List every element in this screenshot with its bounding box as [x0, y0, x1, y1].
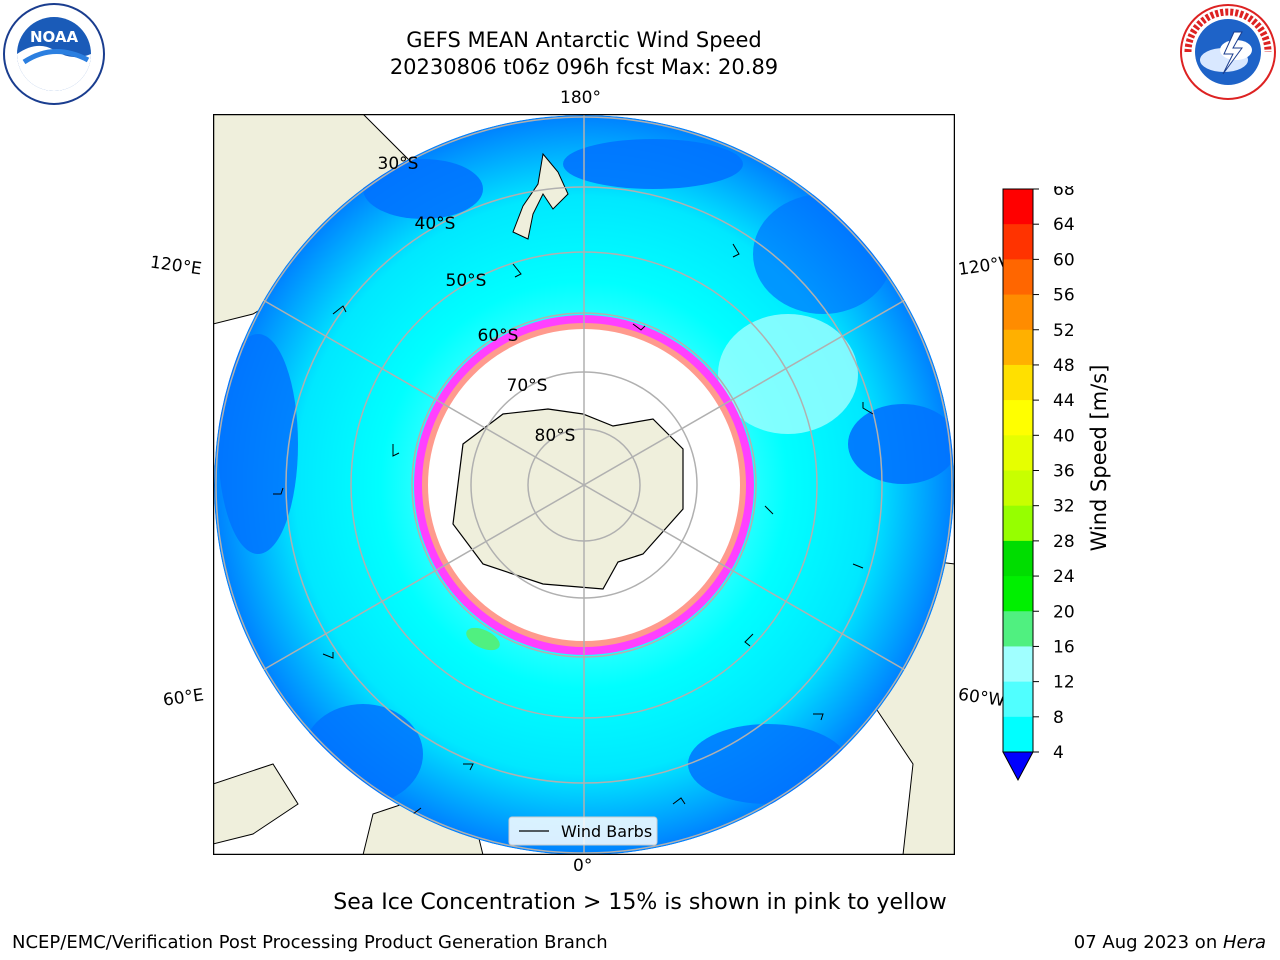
lat-label-80s: 80°S — [535, 426, 576, 446]
colorbar-segment — [1003, 189, 1033, 225]
wind-barbs-legend: Wind Barbs — [508, 816, 658, 846]
colorbar-tick-label: 20 — [1053, 602, 1075, 622]
colorbar-tick-label: 36 — [1053, 462, 1075, 482]
colorbar-segment — [1003, 540, 1033, 577]
colorbar-label: Wind Speed [m/s] — [1087, 365, 1111, 552]
wind-speed-field — [214, 115, 954, 855]
colorbar-tick-label: 40 — [1053, 426, 1075, 446]
colorbar-segment — [1003, 329, 1033, 366]
noaa-logo: NOAA — [3, 3, 105, 105]
colorbar-extend-arrow — [1002, 751, 1034, 782]
footer-date: 07 Aug 2023 on Hera — [1073, 932, 1266, 953]
lat-label-70s: 70°S — [507, 376, 548, 396]
colorbar-segment — [1003, 646, 1033, 683]
colorbar-segment — [1003, 470, 1033, 507]
colorbar-segment — [1003, 400, 1033, 436]
lon-label-60e: 60°E — [161, 685, 206, 711]
colorbar-tick-label: 52 — [1053, 321, 1075, 341]
colorbar: 68 64 60 56 52 48 44 40 36 32 28 24 20 16 12 8 4 Wind Sp… — [1002, 186, 1111, 782]
colorbar-tick-label: 28 — [1053, 532, 1075, 552]
colorbar-segment — [1003, 224, 1033, 260]
colorbar-segment — [1003, 716, 1033, 753]
sea-ice-caption: Sea Ice Concentration > 15% is shown in … — [333, 890, 947, 915]
colorbar-tick-label: 64 — [1053, 215, 1075, 235]
colorbar-tick-label: 60 — [1053, 250, 1075, 270]
colorbar-segment — [1003, 294, 1033, 331]
colorbar-tick-label: 12 — [1053, 673, 1075, 693]
colorbar-tick-label: 44 — [1053, 391, 1075, 411]
polar-map: 30°S 40°S 50°S 60°S 70°S 80°S Wind Barbs — [213, 114, 955, 855]
colorbar-tick-label: 48 — [1053, 356, 1075, 376]
chart-subtitle: 20230806 t06z 096h fcst Max: 20.89 — [389, 55, 779, 79]
colorbar-segment — [1003, 505, 1033, 542]
colorbar-tick-label: 56 — [1053, 286, 1075, 306]
colorbar-tick-label: 4 — [1053, 743, 1064, 763]
lon-label-0: 0° — [573, 856, 593, 876]
graticule — [215, 115, 953, 855]
colorbar-segment — [1003, 576, 1033, 612]
nws-logo — [1180, 4, 1276, 100]
colorbar-segment — [1003, 259, 1033, 296]
colorbar-segment — [1003, 681, 1033, 718]
colorbar-ticks: 68 64 60 56 52 48 44 40 36 32 28 24 20 16 12 8 4 — [1033, 186, 1075, 763]
colorbar-tick-label: 8 — [1053, 708, 1064, 728]
colorbar-segment — [1003, 435, 1033, 471]
noaa-logo-text: NOAA — [30, 28, 79, 46]
legend-label: Wind Barbs — [561, 822, 652, 841]
chart-title: GEFS MEAN Antarctic Wind Speed — [406, 28, 762, 52]
footer-credit: NCEP/EMC/Verification Post Processing Pr… — [12, 932, 608, 953]
colorbar-segments — [1003, 189, 1033, 753]
lon-label-120e: 120°E — [148, 252, 203, 280]
colorbar-segment — [1003, 364, 1033, 401]
footer-host: Hera — [1222, 932, 1266, 953]
colorbar-segment — [1003, 611, 1033, 647]
lon-label-180: 180° — [560, 88, 601, 108]
colorbar-tick-label: 16 — [1053, 637, 1075, 657]
colorbar-tick-label: 68 — [1053, 186, 1075, 200]
wind-barbs — [273, 243, 874, 815]
colorbar-tick-label: 24 — [1053, 567, 1075, 587]
lat-label-50s: 50°S — [446, 271, 487, 291]
colorbar-tick-label: 32 — [1053, 497, 1075, 517]
lat-label-40s: 40°S — [415, 214, 456, 234]
lat-label-30s: 30°S — [378, 154, 419, 174]
lat-label-60s: 60°S — [478, 326, 519, 346]
